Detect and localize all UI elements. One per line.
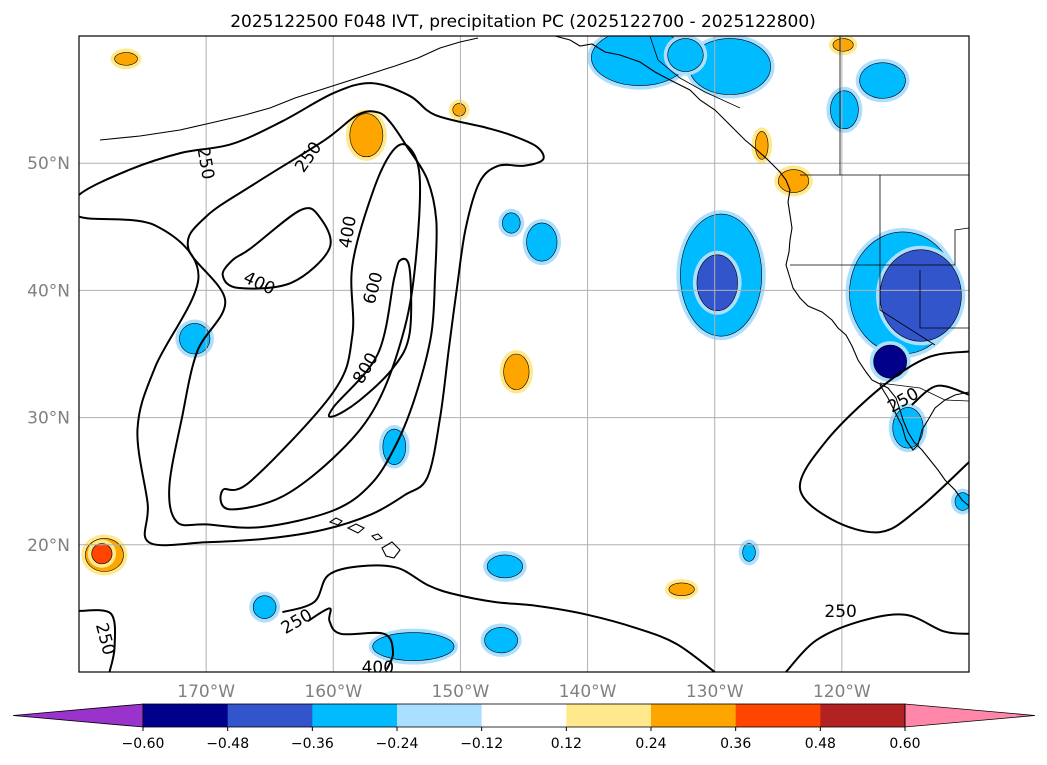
precip-region [502,212,521,234]
ivt-contour-250 [79,82,545,547]
border-alaska-canada [649,36,741,109]
y-axis-ticks: 20°N 30°N 40°N 50°N [27,154,70,556]
colorbar-tick-label: 0.36 [720,736,751,752]
precip-region [349,113,384,158]
gridlines [79,36,969,672]
colorbar-segment [312,704,398,727]
ivt-contours [79,82,969,672]
ivt-contour-label-text: 250 [824,602,856,622]
colorbar-tick-label: −0.24 [376,736,419,752]
ivt-contour-segment [282,564,716,672]
colorbar-frame [142,703,906,728]
precip-region [879,249,962,342]
ivt-contour-label: 400 [362,658,394,678]
precip-region [668,582,695,596]
ivt-contour-segment [911,384,969,406]
colorbar-segment [143,704,229,727]
precip-region [954,492,969,511]
state-border-5 [919,270,969,329]
x-tick-label: 150°W [432,682,490,702]
colorbar-tick-label: −0.60 [122,736,165,752]
precip-region [526,222,558,262]
hawaii-island-3 [370,533,384,541]
precip-region [830,90,859,130]
precip-region [452,103,466,117]
ivt-contour-segment [785,613,969,672]
colorbar-tick-label: 0.60 [889,736,920,752]
colorbar-segment [397,704,483,727]
precip-region [742,543,756,562]
ivt-contour-400 [221,207,332,290]
y-tick-label: 30°N [27,409,70,429]
coastline-aleutians [99,37,479,141]
colorbar-extend-low [12,703,144,728]
colorbar-tick-label: 0.24 [635,736,666,752]
colorbar-segment [481,704,567,727]
colorbar-tick-label: −0.36 [291,736,334,752]
ivt-contour-400 [168,110,438,529]
x-tick-label: 160°W [304,682,362,702]
map-frame [78,35,970,673]
precip-region [503,353,530,390]
precip-region [486,554,524,579]
colorbar-tick-label: 0.12 [551,736,582,752]
precipitation-pc-layer [81,36,969,665]
precip-region [114,52,138,66]
precip-region [667,38,704,72]
x-tick-label: 120°W [813,682,871,702]
hawaii-island-2 [346,523,365,534]
ivt-contour-label-text: 400 [362,658,394,678]
precip-region [696,254,738,312]
y-tick-label: 50°N [27,154,70,174]
x-tick-label: 130°W [686,682,744,702]
country-borders [649,36,969,402]
precip-region [777,169,810,193]
x-axis-ticks: 170°W 160°W 150°W 140°W 130°W 120°W [177,682,871,702]
hawaii-island-4 [381,541,401,559]
state-border-4 [879,265,936,346]
y-tick-label: 40°N [27,281,70,301]
colorbar-tick-label: 0.48 [805,736,836,752]
ivt-contour-segment [79,609,117,672]
colorbar-tick-label: −0.12 [460,736,503,752]
precip-region [755,131,769,160]
ivt-contour-600 [219,143,422,511]
ivt-contour-800 [327,257,413,418]
colorbar-segment [820,704,906,727]
coastline-north-america [554,36,969,507]
precip-region [873,344,908,379]
precip-region [484,627,518,654]
colorbar-segment [227,704,313,727]
colorbar-segment [735,704,821,727]
colorbar-segment [566,704,652,727]
precip-region [252,595,277,619]
x-tick-label: 140°W [559,682,617,702]
precip-region [372,632,455,661]
ivt-contour-segment [307,607,395,670]
colorbar-tick-label: −0.48 [206,736,249,752]
colorbar-segment [651,704,737,727]
colorbar-extend-high [904,703,1036,728]
colorbar: −0.60 −0.48 −0.36 −0.24 −0.12 0.12 0.24 0.36 0.4… [12,703,1036,752]
precip-region [859,62,906,99]
chart-title: 2025122500 F048 IVT, precipitation PC (2… [230,12,816,32]
state-border-1 [790,227,969,266]
hawaii-island-1 [328,517,343,526]
precip-region [179,323,211,355]
x-tick-label: 170°W [177,682,235,702]
precip-region [91,543,113,565]
precip-region [832,38,854,52]
border-us-mexico [879,382,969,402]
ivt-contour-segment [798,350,969,534]
ivt-contour-label: 250 [824,602,856,622]
y-tick-label: 20°N [27,536,70,556]
